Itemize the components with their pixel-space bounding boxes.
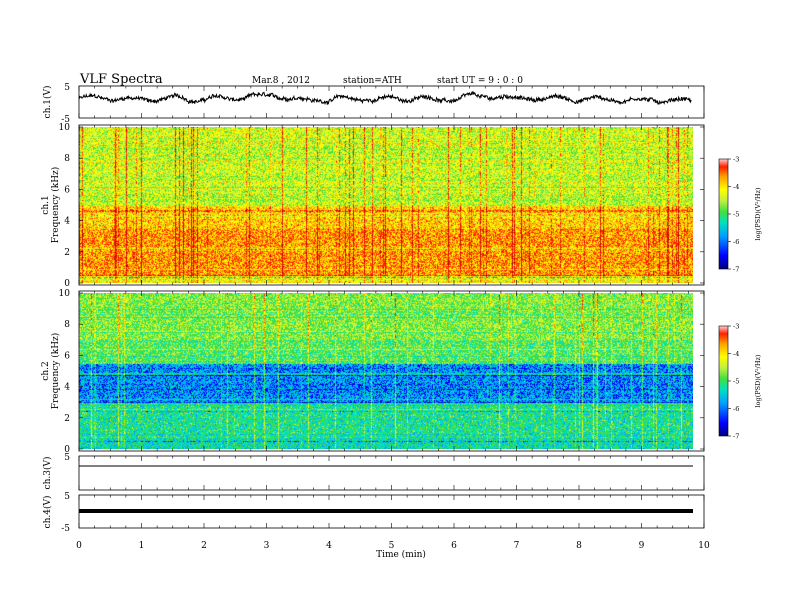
x-tick-label: 3 bbox=[264, 541, 270, 551]
y-tick-label: 8 bbox=[64, 154, 70, 164]
x-tick-label: 4 bbox=[326, 541, 332, 551]
x-axis-label: Time (min) bbox=[376, 549, 426, 560]
y-tick-label: 8 bbox=[64, 320, 70, 330]
y-tick-label: 6 bbox=[64, 185, 70, 195]
colorbar-tick-label: -3 bbox=[733, 323, 739, 331]
ch4-ytick-top: 5 bbox=[64, 492, 70, 502]
colorbar-tick-label: -6 bbox=[733, 405, 739, 413]
x-tick-label: 2 bbox=[201, 541, 207, 551]
date-label: Mar.8 , 2012 bbox=[252, 76, 310, 86]
ch2-spectrogram-raster bbox=[79, 293, 693, 449]
ch1-ylabel: ch.1(V) bbox=[42, 86, 53, 119]
y-tick-label: 2 bbox=[64, 414, 70, 424]
y-tick-label: 2 bbox=[64, 248, 70, 258]
ch4-ylabel: ch.4(V) bbox=[42, 496, 53, 529]
x-tick-labels: 0 1 2 3 4 5 6 7 8 9 10 bbox=[76, 541, 710, 551]
colorbar-tick-label: -3 bbox=[733, 156, 739, 164]
x-tick-label: 8 bbox=[576, 541, 582, 551]
ch2-spectrogram-yticks: 0 2 4 6 8 10 bbox=[59, 289, 704, 455]
y-tick-label: 4 bbox=[64, 217, 70, 227]
x-tick-label: 5 bbox=[389, 541, 395, 551]
ch1-spectrogram-yticks: 0 2 4 6 8 10 bbox=[59, 123, 704, 289]
x-tick-label: 7 bbox=[514, 541, 520, 551]
ch2-spectrogram-ylabel: Frequency (kHz) bbox=[50, 333, 61, 410]
ch1-colorbar-gradient bbox=[718, 158, 729, 270]
ch2-colorbar-ticks: -3 -4 -5 -6 -7 bbox=[728, 323, 739, 441]
ch3-ytick-top: 5 bbox=[64, 453, 70, 463]
ch3-waveform-frame bbox=[78, 455, 705, 491]
ch1-spectrogram-channel-label: ch.1 bbox=[41, 195, 51, 214]
ch2-colorbar-label: log(PSD)(V²/Hz) bbox=[754, 354, 762, 407]
x-tick-label: 10 bbox=[698, 541, 710, 551]
ch1-ytick-top: 5 bbox=[64, 83, 70, 93]
x-tick-label: 0 bbox=[76, 541, 82, 551]
ch1-spectrogram-image bbox=[79, 127, 693, 283]
ch1-colorbar: -3 -4 -5 -6 -7 log(PSD)(V²/Hz) bbox=[718, 156, 762, 274]
figure-title: VLF Spectra bbox=[79, 72, 163, 87]
ch2-spectrogram-channel-label: ch.2 bbox=[41, 361, 51, 380]
ch1-ytick-bottom: -5 bbox=[61, 115, 70, 125]
y-tick-label: 0 bbox=[64, 279, 70, 289]
colorbar-tick-label: -7 bbox=[733, 266, 739, 274]
colorbar-tick-label: -5 bbox=[733, 211, 739, 219]
colorbar-tick-label: -7 bbox=[733, 433, 739, 441]
colorbar-tick-label: -5 bbox=[733, 378, 739, 386]
ch2-colorbar: -3 -4 -5 -6 -7 log(PSD)(V²/Hz) bbox=[718, 323, 762, 441]
y-tick-label: 6 bbox=[64, 351, 70, 361]
x-tick-label: 6 bbox=[451, 541, 457, 551]
start-time-label: start UT = 9 : 0 : 0 bbox=[437, 76, 523, 86]
y-tick-label: 10 bbox=[59, 123, 71, 133]
station-label: station=ATH bbox=[343, 76, 402, 86]
ch4-ytick-bottom: -5 bbox=[61, 524, 70, 534]
y-tick-label: 0 bbox=[64, 445, 70, 455]
ch1-spectrogram-raster bbox=[79, 127, 693, 283]
colorbar-tick-label: -4 bbox=[733, 350, 739, 358]
ch3-ylabel: ch.3(V) bbox=[42, 457, 53, 490]
axis-ticks bbox=[78, 86, 705, 528]
colorbar-tick-label: -6 bbox=[733, 238, 739, 246]
ch1-colorbar-ticks: -3 -4 -5 -6 -7 bbox=[728, 156, 739, 274]
x-tick-label: 1 bbox=[139, 541, 145, 551]
ch2-colorbar-gradient bbox=[718, 325, 729, 437]
colorbar-tick-label: -4 bbox=[733, 183, 739, 191]
y-tick-label: 10 bbox=[59, 289, 71, 299]
ch2-spectrogram-image bbox=[79, 293, 693, 449]
y-tick-label: 4 bbox=[64, 383, 70, 393]
ch1-colorbar-label: log(PSD)(V²/Hz) bbox=[754, 187, 762, 240]
ch1-spectrogram-ylabel: Frequency (kHz) bbox=[50, 167, 61, 244]
x-tick-label: 9 bbox=[639, 541, 645, 551]
ch1-waveform-line bbox=[78, 91, 692, 106]
